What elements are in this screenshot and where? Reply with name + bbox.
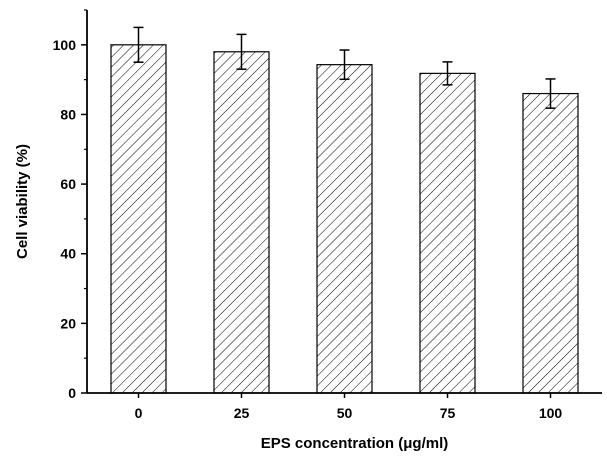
- y-tick-label-20: 20: [60, 315, 76, 331]
- bar-100: [522, 92, 579, 394]
- x-axis-title: EPS concentration (μg/ml): [261, 435, 449, 452]
- x-tick-label-50: 50: [337, 405, 353, 421]
- x-tick-label-100: 100: [539, 405, 563, 421]
- y-tick-label-60: 60: [60, 176, 76, 192]
- x-tick-label-75: 75: [440, 405, 456, 421]
- y-tick-label-100: 100: [53, 37, 77, 53]
- error-bar-100: [545, 78, 556, 109]
- x-tick-label-0: 0: [135, 405, 143, 421]
- error-bar-25: [236, 33, 247, 70]
- bar-75: [419, 72, 476, 394]
- error-bars-layer: [133, 26, 556, 109]
- error-bar-0: [133, 26, 144, 63]
- ticks-layer: 0 25 50 75 100 0 20 40 60 80 100: [53, 9, 563, 421]
- error-bar-50: [339, 49, 350, 81]
- y-tick-label-0: 0: [68, 385, 76, 401]
- bar-25: [213, 51, 270, 394]
- bar-0: [110, 44, 167, 394]
- bar-50: [316, 64, 373, 394]
- x-tick-label-25: 25: [234, 405, 250, 421]
- y-axis-title: Cell viability (%): [14, 144, 31, 259]
- error-bar-75: [442, 61, 453, 86]
- y-tick-label-80: 80: [60, 106, 76, 122]
- y-tick-label-40: 40: [60, 246, 76, 262]
- bars-layer: [110, 44, 579, 394]
